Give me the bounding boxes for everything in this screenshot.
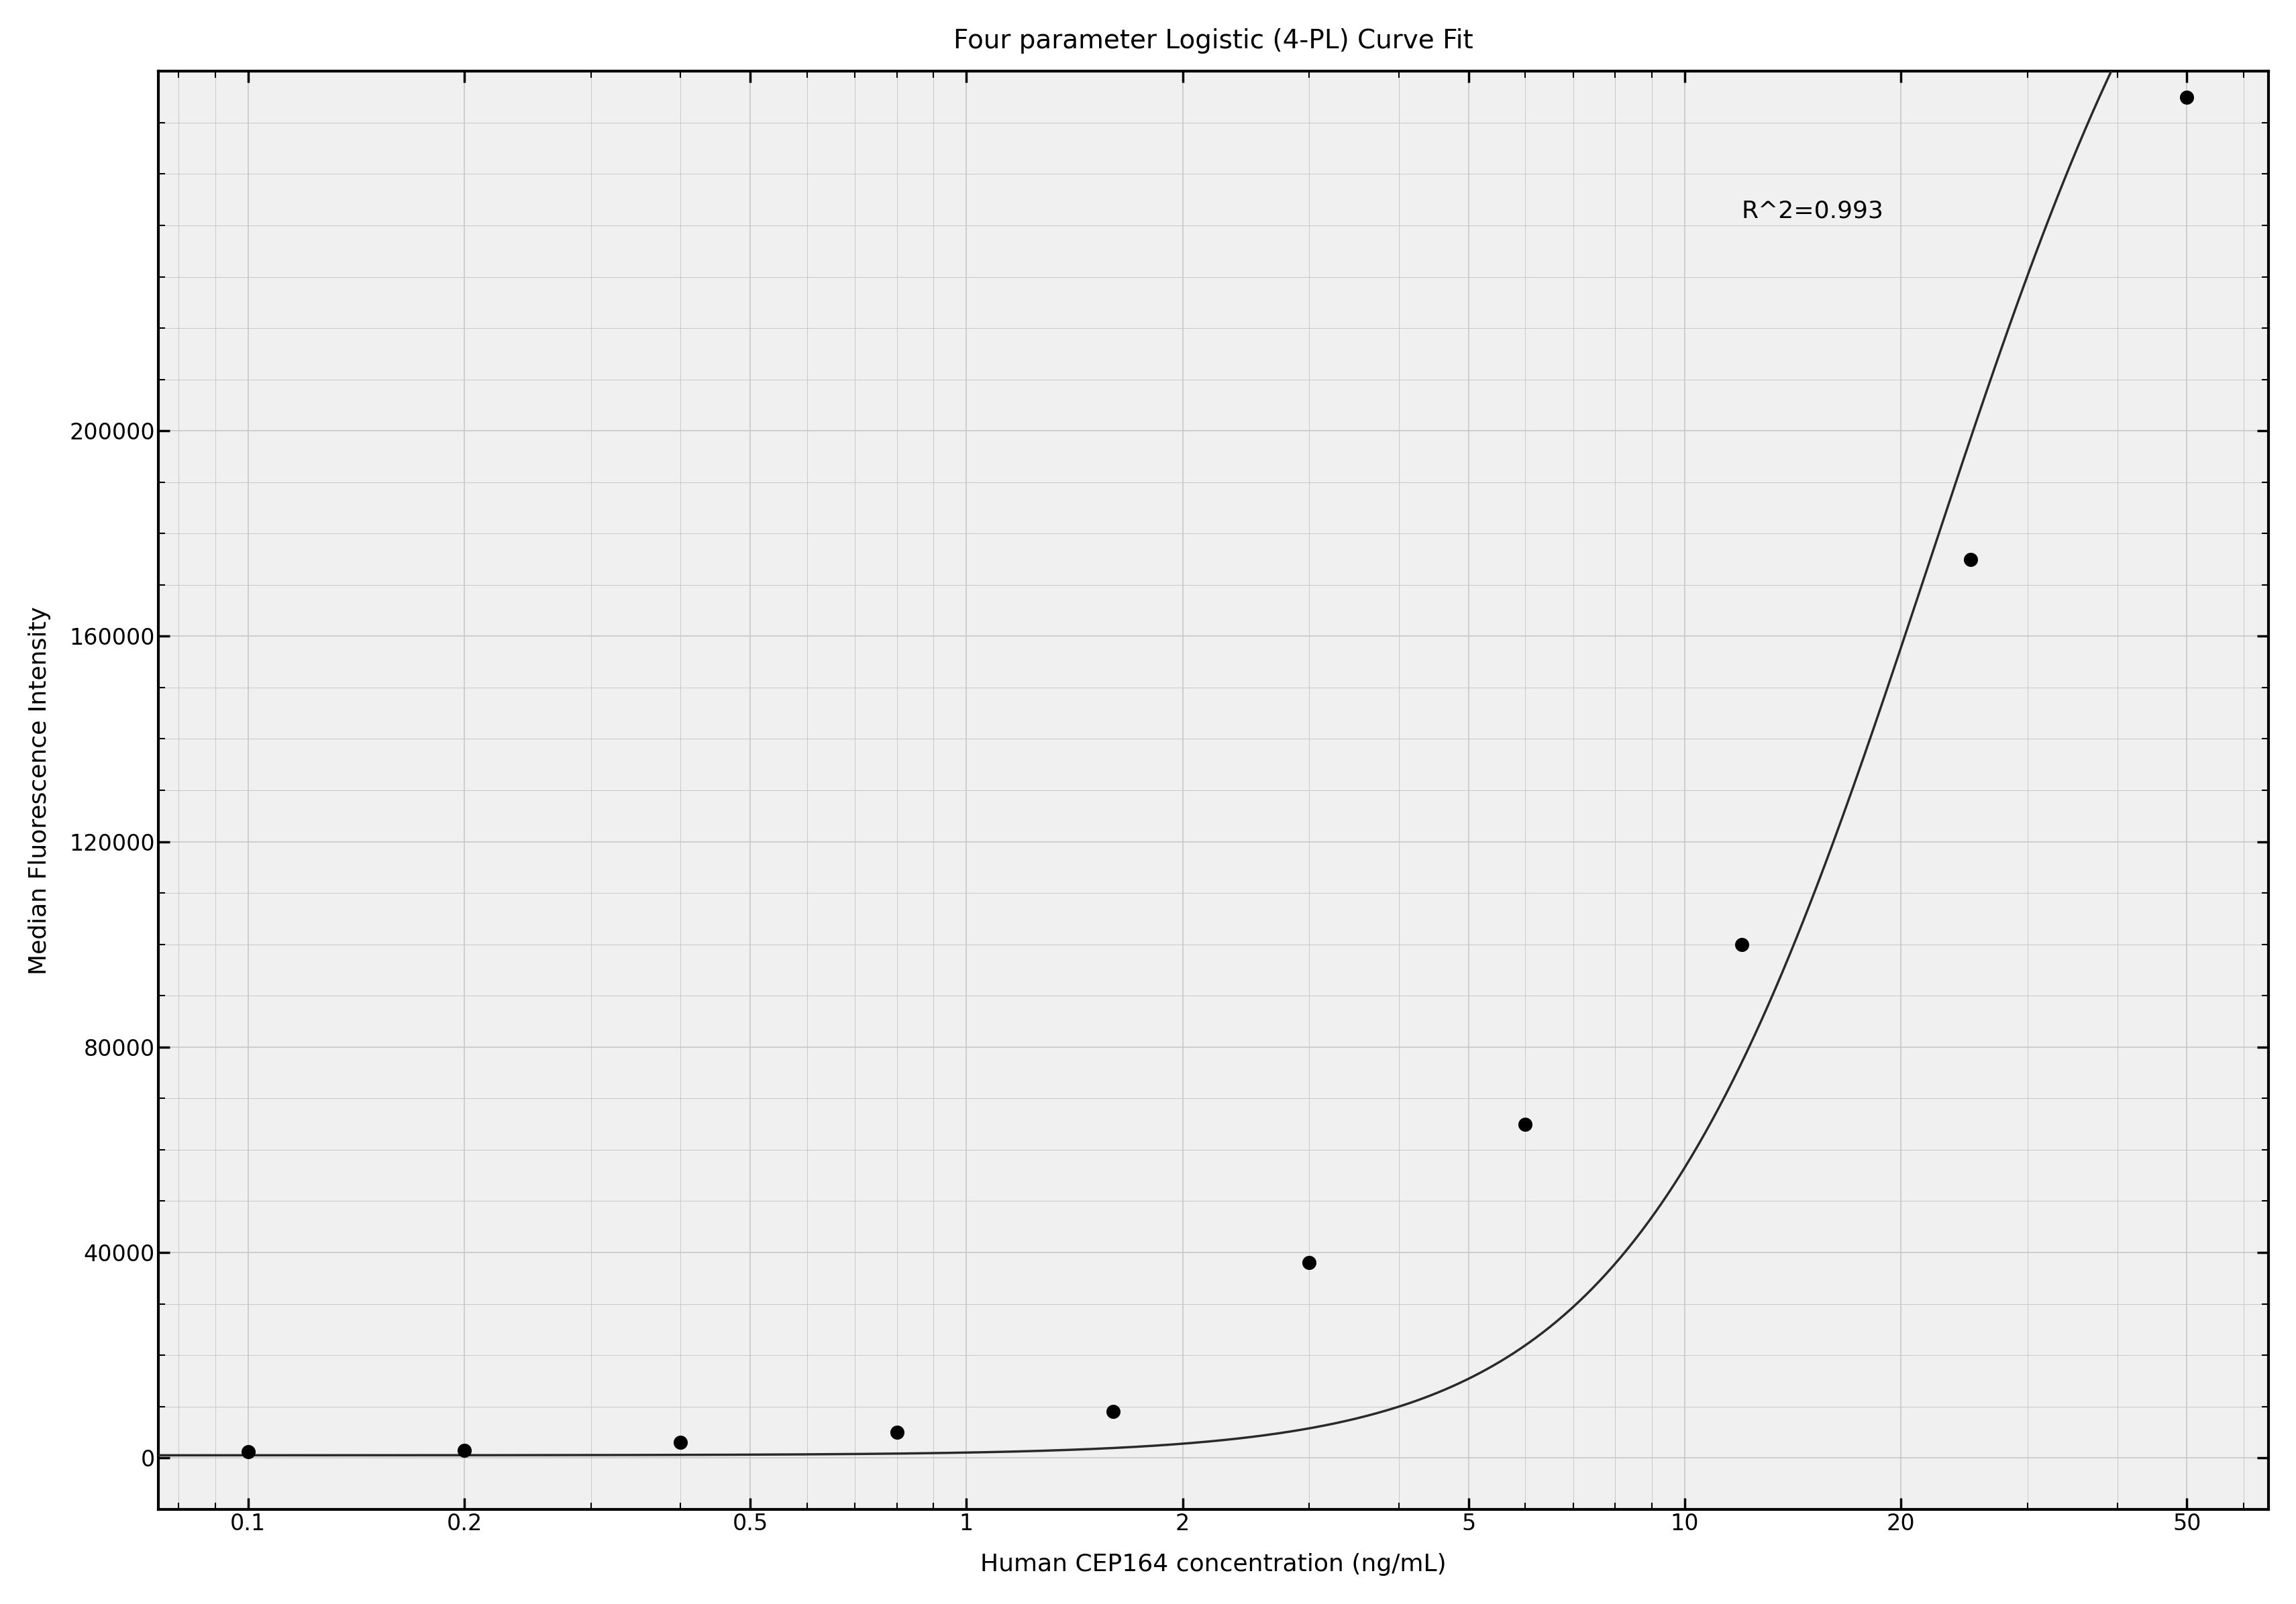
X-axis label: Human CEP164 concentration (ng/mL): Human CEP164 concentration (ng/mL): [980, 1553, 1446, 1577]
Point: [1952, 547, 1988, 573]
Point: [661, 1429, 698, 1455]
Point: [1095, 1399, 1132, 1424]
Text: R^2=0.993: R^2=0.993: [1740, 200, 1883, 223]
Y-axis label: Median Fluorescence Intensity: Median Fluorescence Intensity: [28, 606, 51, 975]
Point: [445, 1437, 482, 1463]
Point: [1290, 1250, 1327, 1275]
Point: [877, 1420, 914, 1445]
Title: Four parameter Logistic (4-PL) Curve Fit: Four parameter Logistic (4-PL) Curve Fit: [953, 27, 1474, 53]
Point: [2167, 85, 2204, 111]
Point: [1722, 932, 1759, 958]
Point: [230, 1439, 266, 1464]
Point: [1506, 1112, 1543, 1137]
